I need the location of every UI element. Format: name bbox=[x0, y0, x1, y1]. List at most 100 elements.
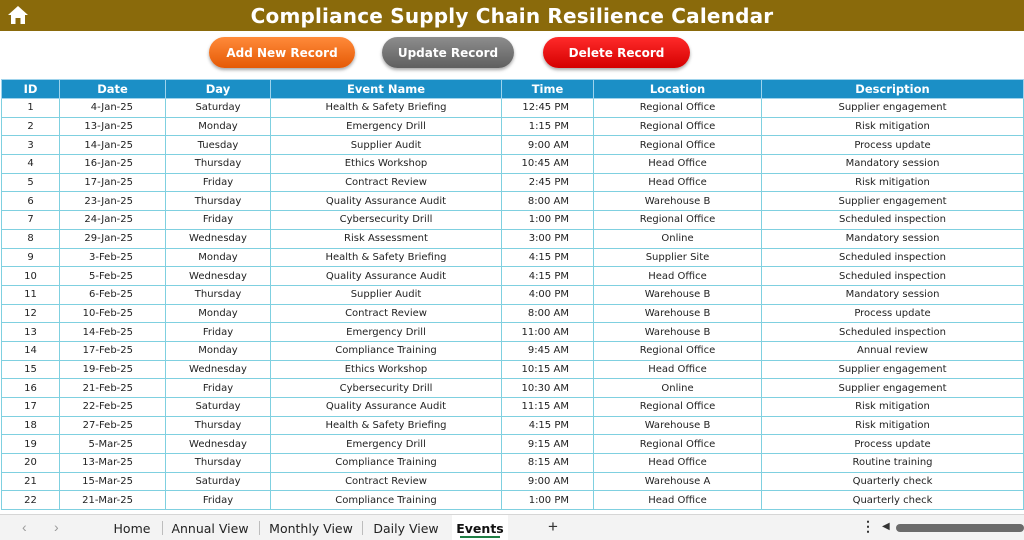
cell-location[interactable]: Regional Office bbox=[593, 397, 762, 417]
cell-date[interactable]: 6-Feb-25 bbox=[59, 284, 166, 305]
cell-description[interactable]: Supplier engagement bbox=[761, 191, 1024, 212]
scrollbar-thumb[interactable] bbox=[896, 524, 1024, 532]
cell-location[interactable]: Warehouse B bbox=[593, 303, 762, 324]
table-row[interactable]: 18 27-Feb-25 Thursday Health & Safety Brief… bbox=[1, 415, 1024, 436]
cell-time[interactable]: 10:30 AM bbox=[501, 378, 594, 398]
cell-date[interactable]: 27-Feb-25 bbox=[59, 415, 166, 436]
cell-id[interactable]: 3 bbox=[1, 135, 60, 156]
tab-home[interactable]: Home bbox=[104, 515, 160, 540]
chevron-right-icon[interactable]: › bbox=[54, 519, 59, 535]
cell-date[interactable]: 5-Feb-25 bbox=[59, 266, 166, 286]
cell-day[interactable]: Saturday bbox=[165, 397, 271, 417]
cell-day[interactable]: Friday bbox=[165, 490, 271, 511]
cell-day[interactable]: Thursday bbox=[165, 191, 271, 212]
table-row[interactable]: 2 13-Jan-25 Monday Emergency Drill 1:15 PM Re… bbox=[1, 116, 1024, 137]
column-header-location[interactable]: Location bbox=[593, 79, 762, 99]
cell-description[interactable]: Routine training bbox=[761, 453, 1024, 473]
cell-time[interactable]: 2:45 PM bbox=[501, 172, 594, 193]
more-options-icon[interactable]: ⋮ bbox=[861, 518, 875, 534]
cell-location[interactable]: Warehouse A bbox=[593, 471, 762, 492]
cell-time[interactable]: 8:00 AM bbox=[501, 303, 594, 324]
cell-location[interactable]: Head Office bbox=[593, 172, 762, 193]
delete-record-button[interactable]: Delete Record bbox=[543, 37, 690, 68]
table-row[interactable]: 16 21-Feb-25 Friday Cybersecurity Drill 10:3… bbox=[1, 378, 1024, 398]
add-sheet-button[interactable]: + bbox=[548, 517, 558, 536]
cell-event-name[interactable]: Compliance Training bbox=[270, 340, 502, 361]
cell-event-name[interactable]: Contract Review bbox=[270, 172, 502, 193]
cell-location[interactable]: Head Office bbox=[593, 453, 762, 473]
column-header-id[interactable]: ID bbox=[1, 79, 60, 99]
cell-id[interactable]: 4 bbox=[1, 154, 60, 174]
cell-description[interactable]: Mandatory session bbox=[761, 228, 1024, 249]
cell-date[interactable]: 17-Jan-25 bbox=[59, 172, 166, 193]
cell-description[interactable]: Process update bbox=[761, 434, 1024, 455]
cell-location[interactable]: Online bbox=[593, 378, 762, 398]
table-row[interactable]: 3 14-Jan-25 Tuesday Supplier Audit 9:00 AM Re… bbox=[1, 135, 1024, 156]
cell-location[interactable]: Regional Office bbox=[593, 116, 762, 137]
cell-location[interactable]: Regional Office bbox=[593, 98, 762, 118]
cell-location[interactable]: Online bbox=[593, 228, 762, 249]
cell-event-name[interactable]: Cybersecurity Drill bbox=[270, 210, 502, 230]
cell-day[interactable]: Friday bbox=[165, 172, 271, 193]
cell-description[interactable]: Scheduled inspection bbox=[761, 210, 1024, 230]
cell-time[interactable]: 4:00 PM bbox=[501, 284, 594, 305]
cell-description[interactable]: Process update bbox=[761, 135, 1024, 156]
chevron-left-icon[interactable]: ‹ bbox=[22, 519, 27, 535]
cell-description[interactable]: Risk mitigation bbox=[761, 397, 1024, 417]
cell-day[interactable]: Friday bbox=[165, 322, 271, 342]
tab-annual-view[interactable]: Annual View bbox=[166, 515, 254, 540]
cell-location[interactable]: Warehouse B bbox=[593, 284, 762, 305]
cell-event-name[interactable]: Ethics Workshop bbox=[270, 359, 502, 380]
cell-id[interactable]: 13 bbox=[1, 322, 60, 342]
cell-event-name[interactable]: Quality Assurance Audit bbox=[270, 266, 502, 286]
cell-event-name[interactable]: Health & Safety Briefing bbox=[270, 247, 502, 268]
table-row[interactable]: 21 15-Mar-25 Saturday Contract Review 9:00 A… bbox=[1, 471, 1024, 492]
tab-daily-view[interactable]: Daily View bbox=[366, 515, 446, 540]
cell-date[interactable]: 13-Mar-25 bbox=[59, 453, 166, 473]
table-row[interactable]: 22 21-Mar-25 Friday Compliance Training 1:00… bbox=[1, 490, 1024, 511]
column-header-time[interactable]: Time bbox=[501, 79, 594, 99]
table-row[interactable]: 8 29-Jan-25 Wednesday Risk Assessment 3:00 P… bbox=[1, 228, 1024, 249]
column-header-event-name[interactable]: Event Name bbox=[270, 79, 502, 99]
cell-date[interactable]: 5-Mar-25 bbox=[59, 434, 166, 455]
cell-location[interactable]: Regional Office bbox=[593, 210, 762, 230]
column-header-day[interactable]: Day bbox=[165, 79, 271, 99]
cell-date[interactable]: 14-Jan-25 bbox=[59, 135, 166, 156]
cell-event-name[interactable]: Emergency Drill bbox=[270, 116, 502, 137]
cell-location[interactable]: Regional Office bbox=[593, 434, 762, 455]
update-record-button[interactable]: Update Record bbox=[382, 37, 514, 68]
cell-event-name[interactable]: Contract Review bbox=[270, 471, 502, 492]
cell-time[interactable]: 8:00 AM bbox=[501, 191, 594, 212]
add-record-button[interactable]: Add New Record bbox=[209, 37, 355, 68]
cell-id[interactable]: 11 bbox=[1, 284, 60, 305]
cell-event-name[interactable]: Compliance Training bbox=[270, 453, 502, 473]
cell-event-name[interactable]: Quality Assurance Audit bbox=[270, 397, 502, 417]
cell-day[interactable]: Wednesday bbox=[165, 228, 271, 249]
cell-time[interactable]: 9:15 AM bbox=[501, 434, 594, 455]
cell-day[interactable]: Friday bbox=[165, 378, 271, 398]
cell-description[interactable]: Mandatory session bbox=[761, 284, 1024, 305]
cell-id[interactable]: 21 bbox=[1, 471, 60, 492]
cell-description[interactable]: Risk mitigation bbox=[761, 116, 1024, 137]
cell-event-name[interactable]: Contract Review bbox=[270, 303, 502, 324]
cell-day[interactable]: Saturday bbox=[165, 98, 271, 118]
cell-time[interactable]: 10:45 AM bbox=[501, 154, 594, 174]
cell-date[interactable]: 17-Feb-25 bbox=[59, 340, 166, 361]
cell-id[interactable]: 5 bbox=[1, 172, 60, 193]
table-row[interactable]: 1 4-Jan-25 Saturday Health & Safety Briefin… bbox=[1, 98, 1024, 118]
cell-description[interactable]: Mandatory session bbox=[761, 154, 1024, 174]
cell-time[interactable]: 10:15 AM bbox=[501, 359, 594, 380]
cell-date[interactable]: 3-Feb-25 bbox=[59, 247, 166, 268]
table-row[interactable]: 6 23-Jan-25 Thursday Quality Assurance Audi… bbox=[1, 191, 1024, 212]
cell-date[interactable]: 23-Jan-25 bbox=[59, 191, 166, 212]
cell-location[interactable]: Warehouse B bbox=[593, 322, 762, 342]
cell-location[interactable]: Regional Office bbox=[593, 340, 762, 361]
column-header-description[interactable]: Description bbox=[761, 79, 1024, 99]
cell-date[interactable]: 14-Feb-25 bbox=[59, 322, 166, 342]
cell-id[interactable]: 16 bbox=[1, 378, 60, 398]
cell-event-name[interactable]: Health & Safety Briefing bbox=[270, 98, 502, 118]
cell-location[interactable]: Warehouse B bbox=[593, 415, 762, 436]
cell-event-name[interactable]: Health & Safety Briefing bbox=[270, 415, 502, 436]
cell-time[interactable]: 3:00 PM bbox=[501, 228, 594, 249]
cell-id[interactable]: 6 bbox=[1, 191, 60, 212]
